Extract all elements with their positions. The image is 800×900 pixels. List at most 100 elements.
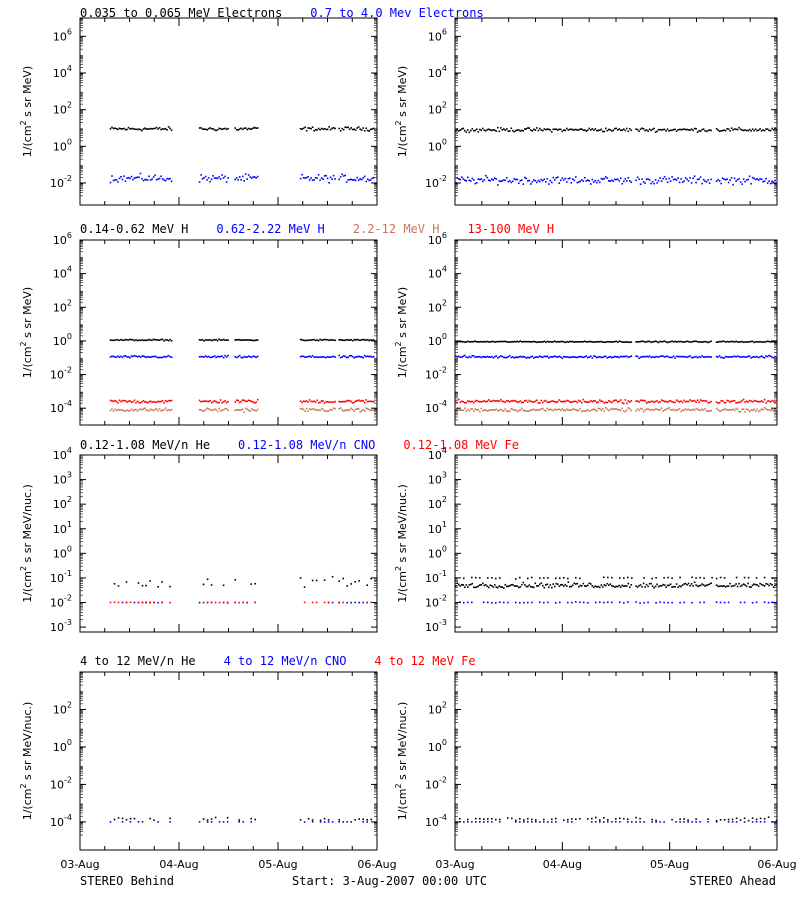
data-point (659, 409, 661, 411)
y-tick-label: 10-2 (50, 594, 72, 610)
data-point (362, 356, 364, 359)
data-point (591, 178, 594, 181)
data-point (742, 398, 745, 401)
data-point (109, 409, 112, 412)
data-point (356, 338, 358, 341)
data-point (654, 340, 657, 342)
data-point (679, 576, 681, 579)
data-point (677, 408, 679, 411)
data-point (354, 408, 357, 411)
data-point (463, 601, 465, 604)
data-point (741, 399, 743, 402)
data-point (206, 179, 208, 181)
data-point (504, 408, 507, 410)
data-point (605, 176, 607, 178)
data-point (531, 400, 534, 403)
data-point (739, 410, 742, 413)
data-point (555, 602, 557, 604)
data-point (339, 339, 342, 341)
data-point (323, 410, 326, 412)
data-point (323, 402, 326, 404)
data-point (219, 399, 222, 401)
data-point (671, 409, 673, 411)
data-point (576, 129, 579, 131)
data-point (765, 582, 767, 585)
data-point (368, 179, 370, 182)
data-point (593, 586, 595, 589)
data-point (461, 400, 463, 403)
data-point (551, 821, 553, 823)
data-point (476, 128, 478, 130)
data-point (339, 176, 342, 178)
data-point (769, 409, 772, 412)
data-point (769, 401, 772, 403)
data-point (745, 585, 748, 588)
data-point (464, 586, 466, 588)
data-point (467, 821, 469, 823)
data-point (458, 398, 460, 401)
data-point (506, 341, 508, 343)
data-point (129, 821, 132, 823)
data-point (715, 180, 718, 182)
data-point (495, 340, 498, 343)
data-point (772, 129, 775, 131)
data-point (332, 401, 335, 403)
data-point (603, 821, 605, 823)
footer-start-time: Start: 3-Aug-2007 00:00 UTC (292, 874, 487, 888)
data-point (303, 821, 306, 823)
data-point (455, 585, 457, 587)
data-point (476, 182, 478, 184)
data-point (597, 356, 600, 358)
data-point (766, 182, 769, 184)
data-point (516, 356, 519, 359)
data-point (759, 128, 761, 130)
data-point (362, 601, 364, 604)
data-point (521, 407, 523, 410)
data-point (705, 181, 708, 183)
data-point (680, 178, 682, 180)
data-point (699, 341, 702, 343)
data-point (507, 585, 510, 588)
data-point (651, 181, 654, 183)
data-point (362, 127, 364, 129)
data-point (255, 410, 257, 412)
data-point (635, 816, 637, 819)
data-point (678, 401, 681, 403)
data-point (120, 409, 122, 411)
data-point (328, 409, 330, 412)
data-point (657, 128, 660, 131)
data-point (774, 584, 776, 586)
data-point (234, 339, 236, 341)
data-point (123, 399, 125, 402)
data-point (342, 128, 345, 131)
data-point (253, 402, 256, 404)
data-point (545, 584, 547, 586)
data-point (112, 400, 115, 403)
data-point (461, 584, 463, 586)
data-point (477, 131, 480, 133)
data-point (206, 821, 209, 823)
data-point (476, 356, 478, 358)
data-point (497, 126, 499, 129)
series-label: 13-100 MeV H (467, 222, 554, 236)
data-point (686, 340, 688, 343)
data-point (317, 356, 320, 359)
data-point (463, 821, 465, 823)
data-point (768, 180, 770, 182)
data-point (345, 126, 348, 129)
data-point (687, 355, 690, 358)
data-point (736, 408, 739, 411)
data-point (660, 355, 663, 357)
data-point (527, 356, 529, 359)
data-point (477, 178, 480, 180)
data-point (135, 408, 137, 411)
data-point (763, 407, 766, 409)
data-point (674, 586, 676, 588)
data-point (348, 128, 351, 131)
data-point (720, 410, 722, 412)
data-point (468, 341, 471, 343)
data-point (488, 341, 490, 343)
data-point (683, 399, 685, 402)
data-point (476, 341, 478, 343)
